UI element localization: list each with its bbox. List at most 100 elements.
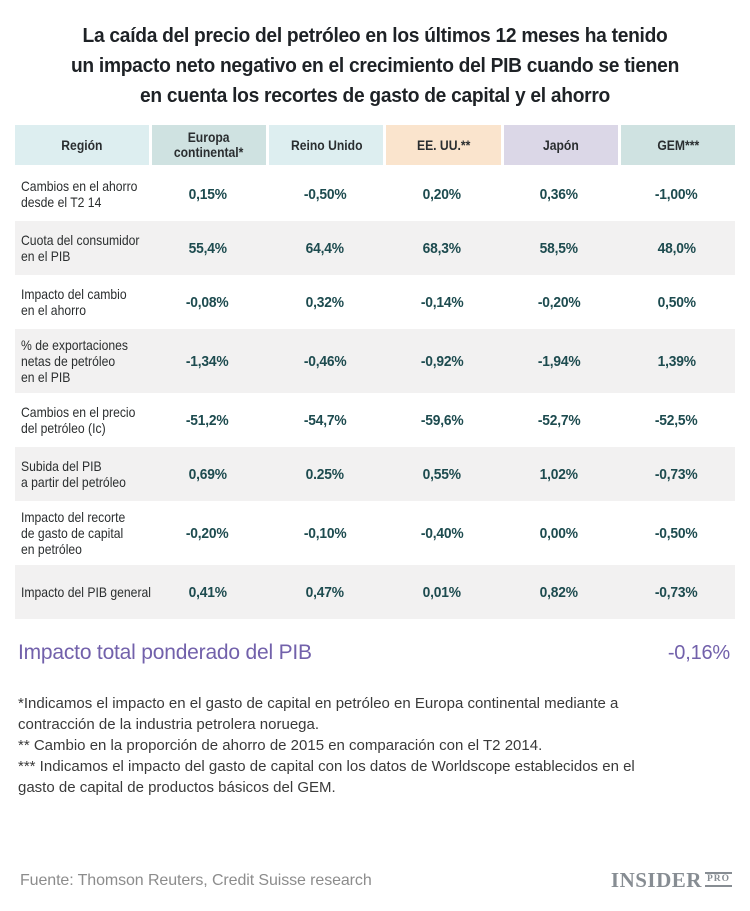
total-row: Impacto total ponderado del PIB -0,16% [18,641,730,665]
cell-value-text: 0,00% [540,524,579,542]
logo-pro-badge: PRO [704,871,732,888]
cell-value-text: -59,6% [420,411,464,429]
cell-value: -1,00% [618,167,735,221]
row-label: Cambios en el ahorro desde el T2 14 [15,167,149,221]
row-label-text: Cambios en el ahorro desde el T2 14 [21,178,138,210]
column-header: Región [15,125,149,165]
cell-value-text: -1,34% [186,352,229,370]
column-header: Reino Unido [266,125,384,165]
cell-value-text: -1,94% [537,352,581,370]
cell-value-text: -0,92% [420,352,464,370]
cell-value-text: -1,00% [655,185,698,203]
row-label-text: Impacto del cambio en el ahorro [21,286,127,318]
cell-value: -0,50% [618,501,735,565]
column-header: Europa continental* [149,125,267,165]
cell-value-text: -0,73% [655,465,698,483]
cell-value-text: 0,36% [540,185,579,203]
cell-value-text: -51,2% [186,411,229,429]
cell-value: 0,36% [501,167,618,221]
source-text: Fuente: Thomson Reuters, Credit Suisse r… [20,871,372,889]
footer: Fuente: Thomson Reuters, Credit Suisse r… [20,870,732,891]
footnote: ** Cambio en la proporción de ahorro de … [18,737,543,754]
cell-value-text: -0,20% [537,293,581,311]
cell-value-text: 0,41% [188,583,227,601]
impact-table: Región Europa continental* Reino Unido EE. U… [15,125,735,619]
row-label: Impacto del PIB general [15,565,151,619]
cell-value: 0,20% [383,167,500,221]
table-row: Cambios en el ahorro desde el T2 14 0,15% -… [15,167,735,221]
cell-value: -0,08% [149,275,266,329]
total-label: Impacto total ponderado del PIB [18,641,312,664]
row-label-text: Cambios en el precio del petróleo (Ic) [21,404,136,436]
cell-value: -0,92% [383,329,500,393]
cell-value-text: -0,40% [420,524,464,542]
cell-value: -0,40% [383,501,500,565]
cell-value-text: 0,47% [305,583,344,601]
cell-value: -0,14% [383,275,500,329]
table-row: Impacto del PIB general 0,41% 0,47% 0,01% 0,… [15,565,735,619]
cell-value-text: 0.25% [305,465,344,483]
cell-value: -54,7% [266,393,383,447]
cell-value: 0,82% [501,565,618,619]
cell-value: 0,32% [266,275,383,329]
cell-value-text: -0,10% [303,524,347,542]
cell-value-text: -0,46% [303,352,347,370]
footnote: *** Indicamos el impacto del gasto de ca… [18,758,635,796]
cell-value-text: -0,50% [303,185,347,203]
cell-value-text: -54,7% [303,411,347,429]
cell-value: 0,01% [383,565,500,619]
cell-value: -52,7% [501,393,618,447]
column-header-label: Japón [542,137,579,153]
cell-value-text: -0,50% [655,524,698,542]
cell-value-text: 64,4% [305,239,344,257]
cell-value-text: 48,0% [657,239,696,257]
row-label: Subida del PIB a partir del petróleo [15,447,149,501]
cell-value-text: 0,15% [188,185,227,203]
table-body: Cambios en el ahorro desde el T2 14 0,15% -… [15,167,735,619]
cell-value-text: 1,39% [657,352,696,370]
cell-value-text: 68,3% [422,239,462,257]
cell-value-text: 1,02% [540,465,579,483]
column-header-label: Región [61,137,103,153]
cell-value: -1,34% [149,329,266,393]
cell-value: 0,15% [149,167,266,221]
cell-value-text: -0,20% [186,524,229,542]
cell-value: -0,73% [618,565,735,619]
cell-value-text: -0,73% [655,583,698,601]
cell-value: 0,47% [266,565,383,619]
row-label: Impacto del cambio en el ahorro [15,275,149,329]
cell-value: 64,4% [266,221,383,275]
logo-wordmark: INSIDER [610,868,702,892]
cell-value: 1,02% [501,447,618,501]
cell-value: 55,4% [149,221,266,275]
table-row: Cambios en el precio del petróleo (Ic) -51… [15,393,735,447]
cell-value: 68,3% [383,221,500,275]
cell-value: -0,10% [266,501,383,565]
cell-value: 58,5% [501,221,618,275]
footnotes: *Indicamos el impacto en el gasto de cap… [18,693,750,798]
row-label-text: Subida del PIB a partir del petróleo [21,458,126,490]
cell-value: 0,55% [383,447,500,501]
total-value: -0,16% [667,642,730,664]
insiderpro-logo: INSIDER PRO [611,870,732,891]
column-header-label: GEM*** [656,137,699,153]
cell-value: -52,5% [618,393,735,447]
cell-value-text: 58,5% [540,239,579,257]
cell-value: 0,00% [501,501,618,565]
row-label: % de exportaciones netas de petróleo en el… [15,329,149,393]
table-row: Impacto del recorte de gasto de capital en… [15,501,735,565]
row-label-text: Impacto del recorte de gasto de capital en… [21,509,126,557]
cell-value-text: 0,20% [422,185,462,203]
cell-value: 0,41% [149,565,266,619]
cell-value: -0,50% [266,167,383,221]
column-header: Japón [500,125,618,165]
row-label: Cambios en el precio del petróleo (Ic) [15,393,149,447]
cell-value: -59,6% [383,393,500,447]
cell-value: 0,50% [618,275,735,329]
row-label: Cuota del consumidor en el PIB [15,221,149,275]
cell-value-text: -52,7% [537,411,581,429]
row-label-text: Cuota del consumidor en el PIB [21,232,140,264]
cell-value: 0.25% [266,447,383,501]
cell-value-text: -52,5% [655,411,698,429]
cell-value-text: 0,55% [422,465,462,483]
